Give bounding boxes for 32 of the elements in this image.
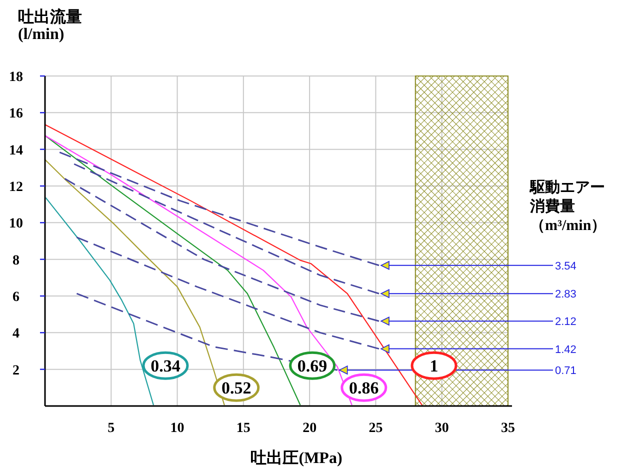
- y-tick-label: 14: [9, 143, 23, 158]
- y-tick-label: 8: [12, 253, 20, 268]
- series-label: 0.34: [150, 356, 181, 376]
- y-tick-label: 2: [12, 363, 20, 378]
- x-tick-label: 25: [368, 421, 383, 436]
- text: 0.71: [555, 365, 576, 378]
- text: 1.42: [555, 344, 576, 356]
- text: 消費量: [529, 198, 575, 215]
- x-axis-title: 吐出圧(MPa): [250, 449, 342, 467]
- text: 3.54: [555, 260, 576, 272]
- y-tick-label: 6: [12, 290, 20, 305]
- text: （m³/min）: [530, 218, 606, 234]
- x-tick-label: 15: [236, 421, 250, 436]
- text: 駆動エアー: [529, 179, 605, 196]
- x-tick-label: 20: [302, 421, 317, 436]
- line-series: [44, 124, 423, 406]
- x-tick-label: 30: [434, 421, 449, 436]
- series-label: 1: [430, 356, 438, 376]
- series-label: 0.86: [349, 378, 379, 398]
- text: 2.12: [555, 316, 576, 328]
- y-tick-label: 4: [12, 326, 20, 342]
- x-tick-label: 35: [501, 421, 515, 436]
- y-tick-label: 10: [9, 216, 23, 232]
- series-label: 0.69: [297, 356, 328, 376]
- y-axis-title: 吐出流量 (l/min): [18, 7, 82, 43]
- y-tick-label: 18: [9, 70, 23, 85]
- y-tick-label: 12: [9, 180, 23, 195]
- y-tick-label: 16: [9, 106, 23, 122]
- series-label: 0.52: [222, 378, 252, 398]
- x-tick-label: 5: [108, 421, 115, 436]
- x-tick-label: 10: [170, 421, 184, 436]
- text: 2.83: [555, 288, 576, 301]
